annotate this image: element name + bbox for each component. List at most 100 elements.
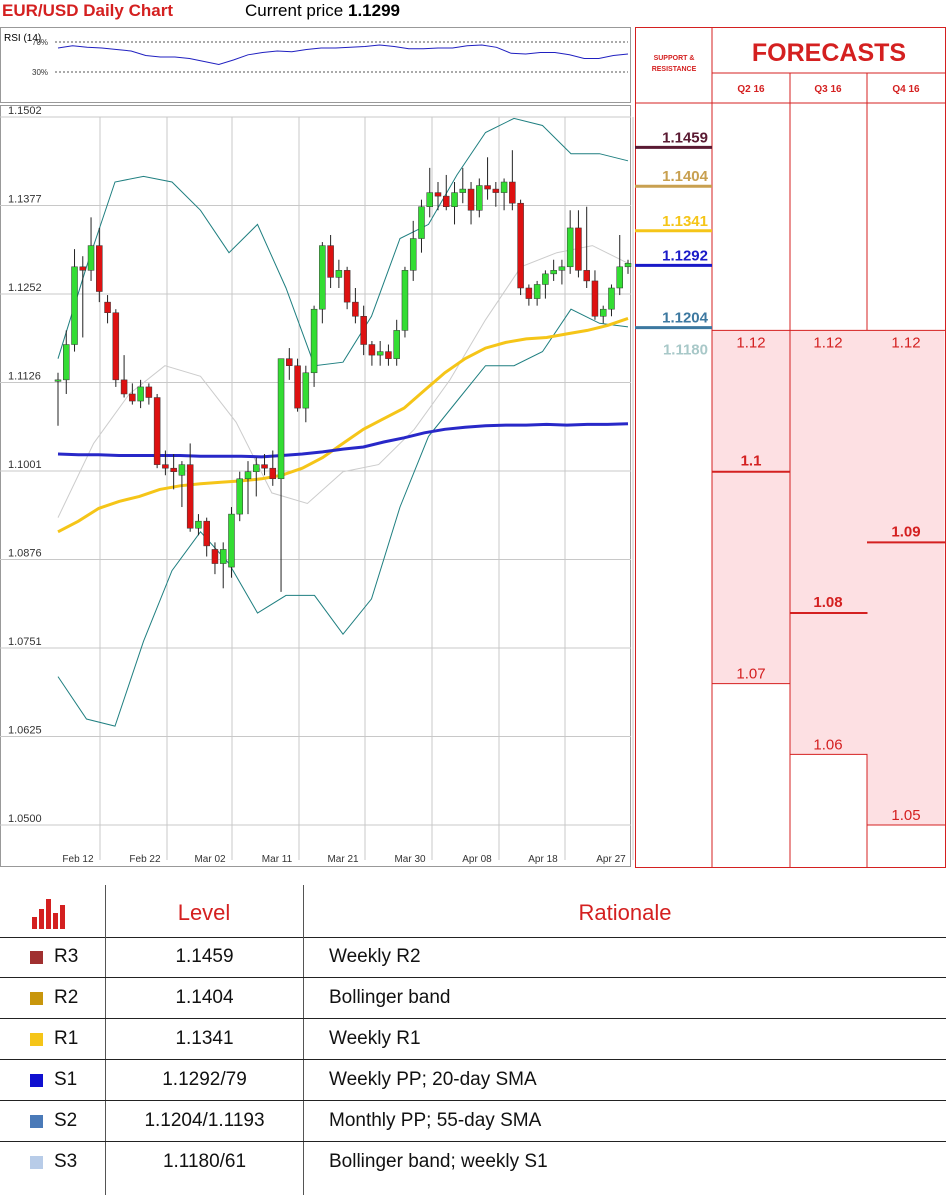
candle <box>244 471 252 480</box>
level-rationale: Monthly PP; 55-day SMA <box>329 1110 542 1131</box>
candle <box>120 379 128 395</box>
level-id: S1 <box>54 1069 78 1090</box>
candle <box>137 386 144 402</box>
table-row: S2 1.1204/1.1193 Monthly PP; 55-day SMA <box>0 1101 946 1142</box>
candle <box>195 520 202 529</box>
forecast-range <box>712 330 790 684</box>
y-tick-label: 1.1252 <box>8 282 42 294</box>
table-divider <box>303 885 304 1195</box>
candle <box>294 365 301 409</box>
candle <box>566 227 574 268</box>
bar-chart-icon <box>32 899 65 929</box>
candle <box>583 270 590 282</box>
level-id: R1 <box>54 1028 79 1049</box>
candle <box>368 344 376 356</box>
level-value: 1.1292/79 <box>162 1069 247 1090</box>
level-rationale: Bollinger band; weekly S1 <box>329 1151 548 1172</box>
candle <box>484 185 491 190</box>
candle <box>71 266 78 345</box>
sr-level-value: 1.1180 <box>663 342 708 359</box>
candle <box>443 195 450 207</box>
rationale-column-header: Rationale <box>578 900 672 925</box>
forecasts-title: FORECASTS <box>752 39 906 67</box>
table-row: S3 1.1180/61 Bollinger band; weekly S1 <box>0 1142 946 1182</box>
candle <box>418 206 425 239</box>
level-swatch <box>30 1033 43 1046</box>
quarter-label: Q4 16 <box>892 84 920 95</box>
level-swatch <box>30 992 43 1005</box>
x-tick-label: Feb 12 <box>62 854 94 865</box>
bollinger-upper <box>57 117 629 367</box>
levels-table-header: Level Rationale <box>0 885 946 938</box>
candle <box>54 379 62 382</box>
level-swatch <box>30 1156 43 1169</box>
current-price-label: Current price <box>245 1 344 20</box>
candle <box>253 464 260 472</box>
y-tick-label: 1.0500 <box>8 813 42 825</box>
candle <box>476 185 483 211</box>
forecasts-panel: SUPPORT & RESISTANCE FORECASTS Q2 16 Q3 16 Q4… <box>635 27 946 868</box>
candle <box>87 245 95 271</box>
rsi-tick-label: 70% <box>32 38 48 47</box>
candle <box>335 270 343 278</box>
candle <box>575 227 582 271</box>
candle <box>319 245 326 310</box>
level-value: 1.1180/61 <box>162 1151 247 1172</box>
forecast-range <box>867 330 945 825</box>
sma-line-light <box>57 245 629 518</box>
level-rationale: Weekly PP; 20-day SMA <box>329 1069 537 1090</box>
sr-level-value: 1.1204 <box>662 310 709 327</box>
candle <box>79 266 87 271</box>
level-swatch <box>30 1115 43 1128</box>
candle <box>286 358 293 366</box>
table-row: S1 1.1292/79 Weekly PP; 20-day SMA <box>0 1060 946 1101</box>
x-tick-label: Apr 27 <box>596 854 626 865</box>
forecast-low: 1.05 <box>891 807 920 824</box>
rsi-frame <box>0 27 631 103</box>
rsi-panel: RSI (14)70% 30% <box>0 27 631 103</box>
level-rationale: Weekly R1 <box>329 1028 421 1049</box>
candle <box>533 284 541 299</box>
candle <box>352 301 359 317</box>
level-value: 1.1459 <box>175 946 234 967</box>
candle <box>162 464 169 469</box>
candle <box>170 467 177 472</box>
level-id: R3 <box>54 946 79 967</box>
x-tick-label: Mar 02 <box>194 854 226 865</box>
chart-title: EUR/USD Daily Chart <box>2 1 173 20</box>
candle <box>178 464 186 476</box>
candle <box>211 549 219 564</box>
y-tick-label: 1.0876 <box>8 548 42 560</box>
candle <box>203 520 210 547</box>
level-rationale: Weekly R2 <box>329 946 421 967</box>
candle <box>467 188 475 211</box>
table-row: R1 1.1341 Weekly R1 <box>0 1019 946 1060</box>
candle <box>96 245 103 292</box>
candle <box>63 344 70 381</box>
sma-line-yellow <box>57 316 629 534</box>
current-price-value: 1.1299 <box>348 1 400 20</box>
candle <box>360 316 367 345</box>
candle <box>434 192 442 197</box>
sr-level-value: 1.1341 <box>662 213 708 230</box>
x-tick-label: Apr 18 <box>528 854 558 865</box>
level-id: S2 <box>54 1110 78 1131</box>
x-tick-label: Mar 11 <box>262 854 293 865</box>
candle <box>599 308 607 317</box>
sr-title: RESISTANCE <box>652 66 697 73</box>
candle <box>186 464 194 529</box>
rsi-line <box>57 44 629 66</box>
y-tick-label: 1.1001 <box>8 459 42 471</box>
candle <box>624 263 632 268</box>
rsi-title: RSI (14) <box>4 33 41 44</box>
level-value: 1.1341 <box>175 1028 234 1049</box>
rsi-tick-label: 30% <box>32 68 48 77</box>
candle <box>409 238 417 271</box>
candle <box>426 192 433 207</box>
candle <box>500 181 508 193</box>
candle <box>153 397 161 465</box>
sr-level-value: 1.1404 <box>662 168 709 185</box>
forecast-mid: 1.1 <box>741 453 762 470</box>
level-id: S3 <box>54 1151 78 1172</box>
price-chart: 1.1502 1.1377 1.1252 1.1126 1.1001 1.0876 1.07… <box>0 105 634 867</box>
